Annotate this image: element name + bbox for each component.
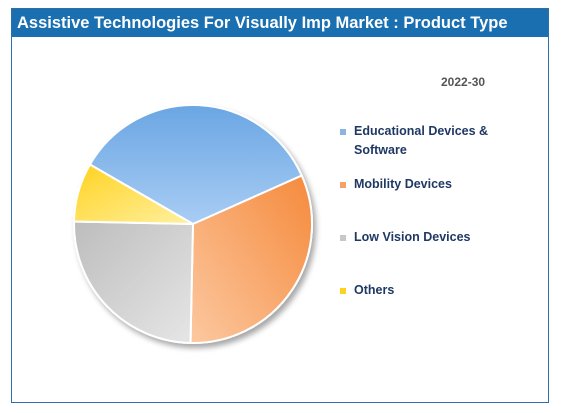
legend-swatch-low-vision bbox=[340, 235, 346, 241]
legend-item-others: Others bbox=[340, 281, 530, 300]
legend-swatch-educational bbox=[340, 129, 346, 135]
chart-title: Assistive Technologies For Visually Imp … bbox=[12, 9, 548, 37]
legend-item-low-vision: Low Vision Devices bbox=[340, 228, 530, 247]
pie-slice-low-vision bbox=[73, 220, 195, 344]
chart-subtitle: 2022-30 bbox=[441, 75, 486, 89]
legend-label-mobility: Mobility Devices bbox=[354, 177, 452, 191]
pie-slice-mobility bbox=[189, 174, 313, 344]
legend-label-low-vision: Low Vision Devices bbox=[354, 230, 471, 244]
legend-label-others: Others bbox=[354, 283, 395, 297]
legend-swatch-mobility bbox=[340, 182, 346, 188]
legend-item-educational: Educational Devices & Software bbox=[340, 122, 504, 160]
legend-swatch-others bbox=[340, 288, 346, 294]
legend-label-educational: Educational Devices & Software bbox=[354, 124, 489, 157]
legend-item-mobility: Mobility Devices bbox=[340, 175, 530, 194]
chart-legend: Educational Devices & Software Mobility … bbox=[340, 122, 530, 300]
pie-slice-others bbox=[73, 163, 194, 225]
